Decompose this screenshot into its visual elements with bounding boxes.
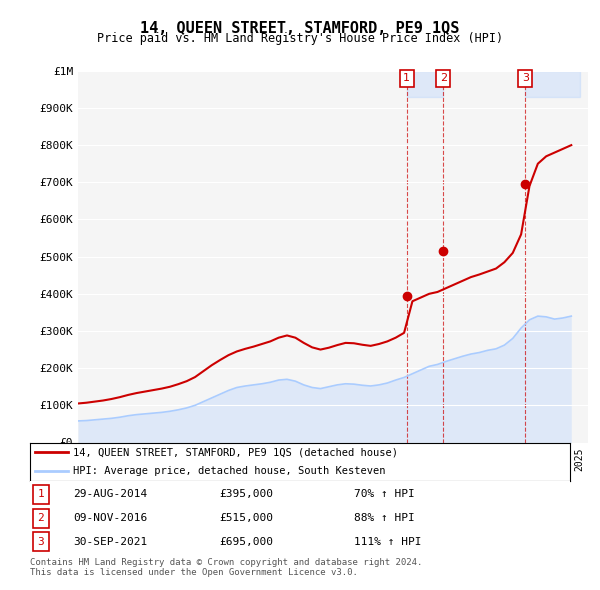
Text: 30-SEP-2021: 30-SEP-2021 bbox=[73, 537, 148, 547]
Text: £515,000: £515,000 bbox=[219, 513, 273, 523]
Text: 09-NOV-2016: 09-NOV-2016 bbox=[73, 513, 148, 523]
Text: 1: 1 bbox=[37, 490, 44, 499]
Text: 3: 3 bbox=[37, 537, 44, 547]
Text: £395,000: £395,000 bbox=[219, 490, 273, 499]
Text: Price paid vs. HM Land Registry's House Price Index (HPI): Price paid vs. HM Land Registry's House … bbox=[97, 32, 503, 45]
Text: 1: 1 bbox=[403, 73, 410, 83]
Text: HPI: Average price, detached house, South Kesteven: HPI: Average price, detached house, Sout… bbox=[73, 466, 386, 476]
Text: 2: 2 bbox=[440, 73, 447, 83]
Bar bbox=[407, 71, 443, 97]
Text: 2: 2 bbox=[37, 513, 44, 523]
Text: £695,000: £695,000 bbox=[219, 537, 273, 547]
Text: Contains HM Land Registry data © Crown copyright and database right 2024.
This d: Contains HM Land Registry data © Crown c… bbox=[30, 558, 422, 577]
Text: 88% ↑ HPI: 88% ↑ HPI bbox=[354, 513, 415, 523]
Bar bbox=[525, 71, 580, 97]
Text: 70% ↑ HPI: 70% ↑ HPI bbox=[354, 490, 415, 499]
Text: 3: 3 bbox=[522, 73, 529, 83]
Text: 29-AUG-2014: 29-AUG-2014 bbox=[73, 490, 148, 499]
Text: 14, QUEEN STREET, STAMFORD, PE9 1QS (detached house): 14, QUEEN STREET, STAMFORD, PE9 1QS (det… bbox=[73, 447, 398, 457]
Text: 111% ↑ HPI: 111% ↑ HPI bbox=[354, 537, 421, 547]
Text: 14, QUEEN STREET, STAMFORD, PE9 1QS: 14, QUEEN STREET, STAMFORD, PE9 1QS bbox=[140, 21, 460, 35]
